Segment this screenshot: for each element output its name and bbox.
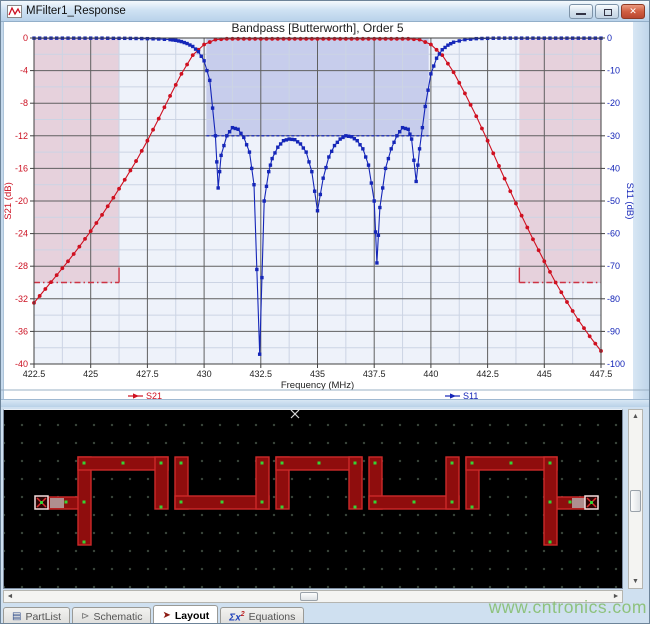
response-window-icon bbox=[7, 4, 22, 18]
window-titlebar[interactable]: MFilter1_Response ✕ bbox=[1, 1, 649, 22]
equations-icon: Σx2 bbox=[229, 610, 245, 624]
svg-text:-30: -30 bbox=[607, 131, 620, 141]
svg-text:427.5: 427.5 bbox=[136, 369, 159, 379]
svg-text:-60: -60 bbox=[607, 229, 620, 239]
scroll-down-arrow-icon[interactable]: ▼ bbox=[632, 578, 639, 585]
partlist-icon: ▤ bbox=[12, 610, 22, 622]
tab-equations-label: Equations bbox=[248, 610, 296, 623]
svg-text:-50: -50 bbox=[607, 196, 620, 206]
svg-text:-100: -100 bbox=[607, 359, 625, 369]
svg-text:-12: -12 bbox=[15, 131, 28, 141]
svg-text:447.5: 447.5 bbox=[590, 369, 613, 379]
svg-text:432.5: 432.5 bbox=[250, 369, 273, 379]
svg-text:440: 440 bbox=[423, 369, 438, 379]
chart-window-right-frame bbox=[633, 22, 649, 399]
restore-button[interactable] bbox=[595, 3, 619, 19]
scroll-up-arrow-icon[interactable]: ▲ bbox=[632, 413, 639, 420]
layout-icon: ➤ bbox=[162, 609, 171, 621]
svg-text:437.5: 437.5 bbox=[363, 369, 386, 379]
svg-text:S21 (dB): S21 (dB) bbox=[3, 182, 14, 220]
svg-text:442.5: 442.5 bbox=[476, 369, 499, 379]
pcb-drawing bbox=[34, 410, 599, 546]
svg-text:-90: -90 bbox=[607, 326, 620, 336]
schematic-icon: ⊳ bbox=[81, 610, 90, 622]
layout-canvas[interactable] bbox=[3, 409, 623, 589]
tab-layout-label: Layout bbox=[174, 609, 210, 622]
horizontal-scroll-thumb[interactable] bbox=[300, 592, 318, 601]
close-button[interactable]: ✕ bbox=[621, 3, 645, 19]
svg-text:-36: -36 bbox=[15, 326, 28, 336]
tab-partlist-label: PartList bbox=[25, 610, 62, 623]
svg-text:-4: -4 bbox=[20, 66, 28, 76]
svg-text:422.5: 422.5 bbox=[23, 369, 46, 379]
svg-text:0: 0 bbox=[23, 33, 28, 43]
tab-equations[interactable]: Σx2 Equations bbox=[220, 607, 305, 624]
svg-text:-40: -40 bbox=[607, 163, 620, 173]
svg-text:S11 (dB): S11 (dB) bbox=[624, 183, 635, 220]
svg-text:430: 430 bbox=[197, 369, 212, 379]
response-window: MFilter1_Response ✕ 422.5 425 427.5 430 432.… bbox=[1, 1, 649, 407]
svg-text:445: 445 bbox=[537, 369, 552, 379]
layout-panel: ▲ ▼ ◄ ► ▤ PartList ⊳ Schematic ➤ Layout … bbox=[1, 407, 649, 624]
tab-layout[interactable]: ➤ Layout bbox=[153, 605, 219, 623]
tab-schematic[interactable]: ⊳ Schematic bbox=[72, 607, 152, 623]
scroll-left-arrow-icon[interactable]: ◄ bbox=[6, 593, 14, 600]
svg-text:S11: S11 bbox=[463, 391, 478, 400]
layout-vertical-scrollbar[interactable]: ▲ ▼ bbox=[628, 409, 643, 589]
svg-text:-70: -70 bbox=[607, 261, 620, 271]
svg-text:-8: -8 bbox=[20, 98, 28, 108]
response-chart: 422.5 425 427.5 430 432.5 435 437.5 440 442.5 445… bbox=[1, 22, 649, 400]
layout-horizontal-scrollbar[interactable]: ◄ ► bbox=[3, 590, 623, 603]
svg-text:Bandpass [Butterworth], Order: Bandpass [Butterworth], Order 5 bbox=[231, 22, 403, 35]
scroll-right-arrow-icon[interactable]: ► bbox=[612, 593, 620, 600]
svg-text:-80: -80 bbox=[607, 294, 620, 304]
vertical-scroll-thumb[interactable] bbox=[630, 490, 641, 512]
workspace-tabs: ▤ PartList ⊳ Schematic ➤ Layout Σx2 Equa… bbox=[3, 604, 305, 624]
svg-text:-28: -28 bbox=[15, 261, 28, 271]
svg-text:-20: -20 bbox=[607, 98, 620, 108]
svg-text:Frequency (MHz): Frequency (MHz) bbox=[281, 380, 354, 391]
window-title: MFilter1_Response bbox=[26, 5, 126, 17]
svg-text:-40: -40 bbox=[15, 359, 28, 369]
svg-text:0: 0 bbox=[607, 33, 612, 43]
svg-text:-20: -20 bbox=[15, 196, 28, 206]
svg-text:-10: -10 bbox=[607, 66, 620, 76]
svg-text:-16: -16 bbox=[15, 163, 28, 173]
svg-text:435: 435 bbox=[310, 369, 325, 379]
chart-window-bottom-frame bbox=[1, 399, 649, 407]
svg-text:S21: S21 bbox=[146, 391, 162, 400]
svg-text:-32: -32 bbox=[15, 294, 28, 304]
minimize-button[interactable] bbox=[569, 3, 593, 19]
tab-partlist[interactable]: ▤ PartList bbox=[3, 607, 71, 623]
tab-schematic-label: Schematic bbox=[93, 610, 143, 623]
svg-text:425: 425 bbox=[83, 369, 98, 379]
svg-text:-24: -24 bbox=[15, 229, 28, 239]
window-controls: ✕ bbox=[569, 3, 645, 19]
